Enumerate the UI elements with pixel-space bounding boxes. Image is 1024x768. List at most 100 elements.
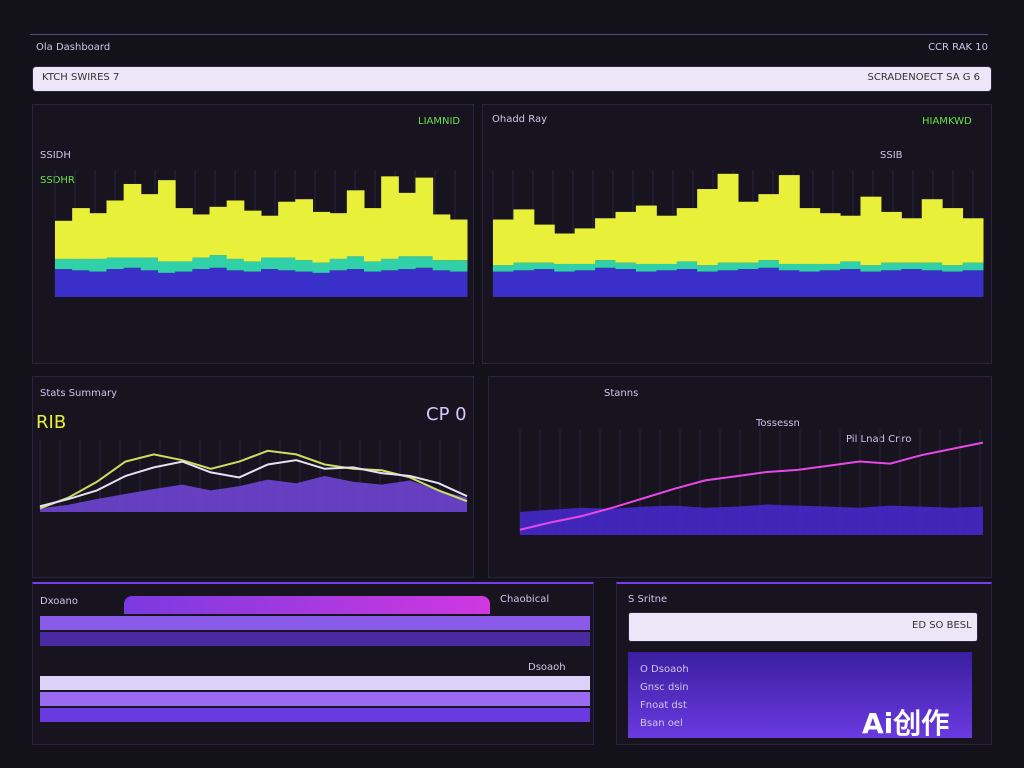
watermark: Ai创作 [862, 707, 950, 740]
panel-badge: Chaobical [500, 594, 550, 605]
bar [381, 176, 399, 259]
bar [533, 262, 555, 270]
bar [192, 214, 210, 258]
bar [738, 269, 759, 297]
line [519, 441, 984, 531]
row-bar [40, 676, 590, 690]
bar [295, 260, 313, 272]
input-text[interactable]: ED SO BESL [912, 620, 972, 631]
bar [840, 261, 861, 270]
panel-title: S Sritne [628, 594, 668, 605]
bar [758, 267, 780, 297]
bar [799, 208, 821, 264]
bar [656, 263, 678, 271]
bar [676, 261, 698, 270]
bar [243, 210, 262, 262]
bar [192, 257, 210, 270]
list-item[interactable]: Gnsc dsin [640, 682, 689, 693]
bar [778, 270, 800, 297]
bar [381, 270, 399, 297]
bar [158, 272, 176, 297]
bar [192, 269, 210, 297]
bar [329, 213, 348, 259]
bar [493, 265, 514, 272]
bar [123, 267, 142, 297]
row-bar [40, 708, 590, 722]
bar [312, 262, 331, 273]
bar [676, 269, 698, 297]
bar [493, 219, 514, 266]
bar [697, 189, 719, 266]
row-bar [40, 616, 590, 630]
bar [278, 257, 296, 271]
bar [717, 173, 739, 263]
bar [717, 270, 739, 297]
bar [962, 262, 984, 271]
bar [55, 258, 73, 270]
bar [158, 261, 176, 273]
bar [921, 262, 943, 271]
search-text[interactable]: KTCH SWIRES 7 [42, 72, 120, 83]
panel-label: Pil Lnad Cnro [846, 434, 912, 445]
bar [312, 272, 331, 297]
bar [295, 271, 313, 297]
bar [799, 263, 821, 272]
panel-badge: LIAMNID [418, 116, 461, 127]
panel-badge: HIAMKWD [922, 116, 972, 127]
bar [398, 256, 416, 270]
bar [778, 263, 800, 271]
bar [697, 271, 719, 297]
bar [175, 208, 193, 262]
bar [799, 271, 821, 297]
bar [942, 208, 964, 266]
header-title: Ola Dashboard [36, 42, 111, 53]
bar [346, 256, 365, 270]
bar [209, 267, 228, 297]
bar [226, 270, 245, 297]
list-item[interactable]: O Dsoaoh [640, 664, 689, 675]
bar [449, 219, 468, 261]
panel-title: Ohadd Ray [492, 114, 547, 125]
bar [574, 228, 596, 264]
bar [635, 205, 657, 264]
bar [574, 263, 596, 271]
bar [106, 257, 125, 270]
bar [432, 270, 451, 297]
bar [226, 200, 245, 259]
bar [295, 199, 313, 261]
bar [261, 269, 279, 297]
bar [398, 269, 416, 297]
search-right[interactable]: SCRADENOECT SA G 6 [867, 72, 980, 83]
bar [574, 270, 596, 297]
bar [840, 215, 861, 262]
bar [55, 269, 73, 297]
panel-title: Stanns [604, 388, 639, 399]
area-shape [124, 596, 490, 614]
bar [278, 270, 296, 297]
bar [329, 270, 348, 297]
bar [595, 218, 616, 261]
bar [278, 201, 296, 258]
bar [381, 258, 399, 271]
panel-label: SSDHR [40, 175, 75, 186]
panel-title: SSIDH [40, 150, 71, 161]
bar [106, 200, 125, 258]
list-item[interactable]: Fnoat dst [640, 700, 687, 711]
row-bar [40, 692, 590, 706]
search-bar[interactable] [32, 66, 992, 92]
bar [554, 233, 576, 264]
bar [656, 215, 678, 264]
bar [364, 208, 382, 262]
input[interactable] [628, 612, 978, 642]
bar [819, 263, 841, 271]
bar [962, 218, 984, 263]
bar [840, 269, 861, 297]
list-bg [628, 652, 972, 738]
bar [209, 255, 228, 268]
bar [635, 271, 657, 297]
list-item[interactable]: Bsan oel [640, 718, 683, 729]
bar [595, 260, 616, 268]
header-right[interactable]: CCR RAK 10 [928, 42, 988, 53]
